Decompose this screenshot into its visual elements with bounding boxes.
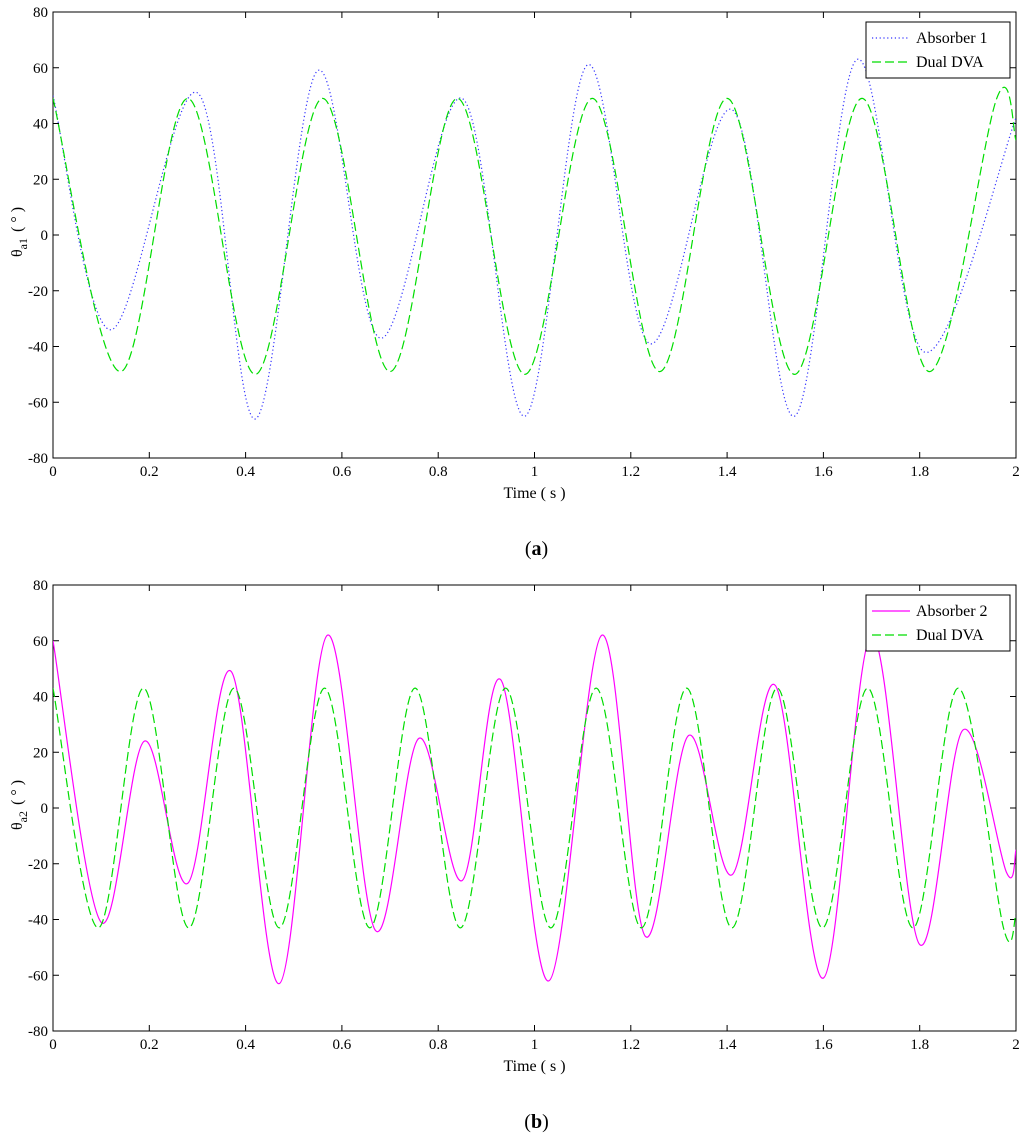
plot-area	[52, 584, 1017, 1032]
x-tick-label: 0.8	[429, 1037, 448, 1053]
x-tick-label: 0	[49, 464, 57, 480]
y-tick-label: -80	[28, 451, 48, 467]
x-tick-label: 1	[531, 464, 539, 480]
series-group	[53, 58, 1016, 420]
legend-box	[865, 594, 1011, 652]
chart-panel-b: 0 0.2 0.4 0.6 0.8 1 1.2 1.4 1.6 1.8 2 -80 -60 -40 -20 0…	[9, 578, 1020, 1133]
x-tick-label: 0.4	[236, 1037, 255, 1053]
x-tick-label: 0.2	[140, 1037, 159, 1053]
x-axis-label: Time ( s )	[503, 485, 565, 502]
legend: Absorber 1 Dual DVA	[865, 21, 1011, 79]
y-tick-label: -20	[28, 857, 48, 873]
x-tick-label: 0.6	[333, 464, 352, 480]
x-tick-label: 1.8	[910, 1037, 929, 1053]
panel-caption-letter: a	[532, 538, 542, 560]
legend-label: Dual DVA	[916, 54, 984, 71]
y-axis-subscript: a2	[16, 811, 30, 822]
y-tick-label: -60	[28, 968, 48, 984]
x-tick-label: 1.2	[621, 464, 640, 480]
x-tick-label: 1	[531, 1037, 539, 1053]
y-tick-label: 20	[33, 745, 48, 761]
x-tick-label: 1.2	[621, 1037, 640, 1053]
x-axis-label: Time ( s )	[503, 1058, 565, 1075]
series-line-dual-dva	[53, 687, 1016, 943]
y-axis-unit: ( ° )	[9, 780, 26, 805]
panel-caption: (a)	[525, 538, 548, 560]
y-tick-label: 60	[33, 634, 48, 650]
y-tick-label: -80	[28, 1024, 48, 1040]
y-axis-subscript: a1	[16, 238, 30, 249]
legend-label: Absorber 2	[916, 603, 988, 620]
y-tick-label: -40	[28, 340, 48, 356]
x-tick-label: 1.6	[814, 464, 833, 480]
x-tick-label: 0.2	[140, 464, 159, 480]
y-tick-label: 0	[41, 228, 49, 244]
y-tick-label: -20	[28, 284, 48, 300]
y-tick-label: 20	[33, 172, 48, 188]
panel-caption: (b)	[524, 1111, 548, 1133]
y-tick-label: 40	[33, 117, 48, 133]
legend-box	[865, 21, 1011, 79]
series-line-dual-dva	[53, 87, 1016, 375]
x-tick-label: 1.4	[718, 1037, 737, 1053]
x-tick-label: 1.6	[814, 1037, 833, 1053]
legend-label: Dual DVA	[916, 627, 984, 644]
plot-area	[52, 11, 1017, 459]
y-axis-symbol: θ	[9, 249, 26, 257]
legend: Absorber 2 Dual DVA	[865, 594, 1011, 652]
x-tick-label: 2	[1012, 1037, 1020, 1053]
legend-label: Absorber 1	[916, 30, 988, 47]
y-axis-label: θa2 ( ° )	[9, 780, 30, 830]
x-tick-label: 0.6	[333, 1037, 352, 1053]
panel-caption-letter: b	[531, 1111, 542, 1133]
x-tick-label: 0.4	[236, 464, 255, 480]
y-tick-label: -40	[28, 913, 48, 929]
x-tick-label: 0	[49, 1037, 57, 1053]
y-tick-label: 80	[33, 5, 48, 21]
y-axis-symbol: θ	[9, 822, 26, 830]
chart-panel-a: 0 0.2 0.4 0.6 0.8 1 1.2 1.4 1.6 1.8 2 -80 -60 -40 -20 0…	[9, 5, 1020, 560]
x-tick-label: 0.8	[429, 464, 448, 480]
y-axis-label: θa1 ( ° )	[9, 207, 30, 257]
y-tick-label: 60	[33, 61, 48, 77]
y-tick-label: 40	[33, 690, 48, 706]
y-tick-label: 80	[33, 578, 48, 594]
y-axis-unit: ( ° )	[9, 207, 26, 232]
x-tick-label: 1.8	[910, 464, 929, 480]
y-tick-label: 0	[41, 801, 49, 817]
x-tick-label: 2	[1012, 464, 1020, 480]
x-tick-label: 1.4	[718, 464, 737, 480]
y-tick-label: -60	[28, 395, 48, 411]
